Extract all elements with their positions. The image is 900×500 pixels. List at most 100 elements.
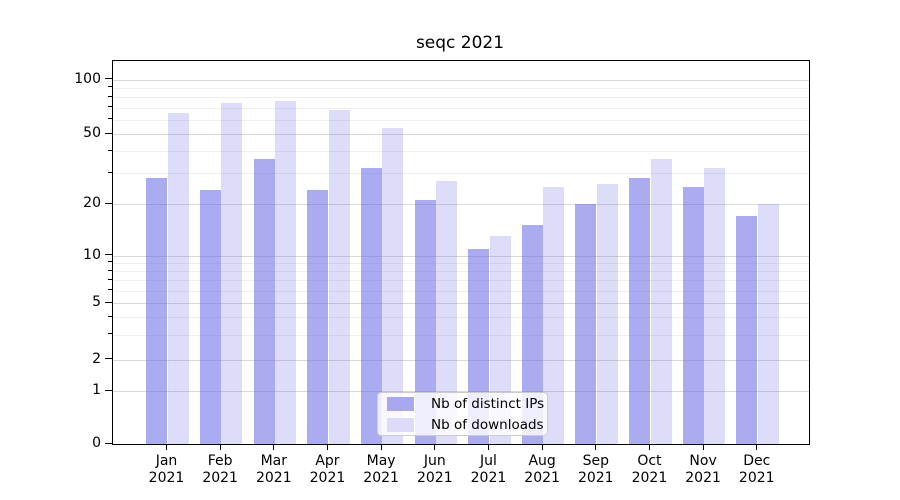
bar-ips-oct [629, 178, 651, 444]
x-tick-label-feb: Feb 2021 [202, 453, 238, 486]
bar-ips-aug [521, 225, 543, 444]
legend: Nb of distinct IPs Nb of downloads [377, 392, 548, 436]
bar-downloads-jun [436, 181, 458, 444]
x-tick-mark-sep [595, 444, 597, 450]
y-tick-label-2: 2 [92, 350, 101, 367]
x-tick-mark-oct [648, 444, 650, 450]
plot-area: Nb of distinct IPs Nb of downloads [112, 60, 810, 445]
y-minor-tick-mark-9 [108, 261, 112, 263]
y-minor-tick-mark-30 [108, 171, 112, 173]
y-tick-label-0: 0 [92, 435, 101, 451]
bar-downloads-nov [704, 168, 726, 444]
bar-ips-sep [575, 204, 597, 444]
y-minor-tick-mark-8 [108, 269, 112, 271]
x-tick-mark-jun [434, 444, 436, 450]
x-tick-label-mar: Mar 2021 [255, 453, 292, 486]
gridline-minor-40 [113, 151, 809, 153]
y-tick-mark-5 [105, 301, 112, 303]
bar-downloads-dec [758, 204, 780, 444]
x-tick-label-oct: Oct 2021 [631, 453, 668, 486]
bar-ips-apr [307, 190, 329, 444]
legend-label-distinct-ips: Nb of distinct IPs [431, 395, 545, 412]
gridline-major-20 [113, 204, 809, 205]
bar-downloads-aug [543, 186, 565, 444]
gridline-major-5 [113, 303, 809, 305]
gridline-minor-6 [113, 290, 809, 292]
gridline-major-10 [113, 255, 809, 257]
x-tick-mark-jan [166, 444, 167, 450]
y-tick-mark-10 [105, 254, 112, 256]
legend-item-distinct-ips: Nb of distinct IPs [386, 396, 544, 412]
y-minor-tick-mark-3 [108, 333, 112, 335]
x-tick-label-jan: Jan 2021 [148, 453, 185, 486]
bar-downloads-apr [328, 109, 350, 444]
x-tick-mark-may [380, 444, 382, 450]
bar-ips-dec [736, 216, 758, 444]
bar-downloads-mar [275, 101, 297, 444]
bar-downloads-jan [167, 113, 189, 444]
legend-label-downloads: Nb of downloads [431, 416, 544, 433]
y-minor-tick-mark-7 [108, 278, 112, 280]
y-tick-label-5: 5 [92, 294, 101, 311]
x-tick-mark-dec [756, 444, 758, 450]
gridline-minor-30 [113, 173, 809, 175]
legend-swatch-distinct-ips [387, 396, 414, 411]
gridline-minor-90 [113, 87, 809, 89]
bar-downloads-sep [597, 183, 619, 444]
gridline-minor-70 [113, 107, 809, 109]
legend-swatch-downloads [387, 417, 414, 432]
y-tick-mark-20 [105, 202, 112, 204]
y-tick-mark-2 [105, 358, 112, 360]
y-minor-tick-mark-6 [108, 289, 112, 291]
y-minor-tick-mark-80 [108, 95, 112, 97]
y-minor-tick-mark-70 [108, 106, 112, 108]
chart-title: seqc 2021 [415, 33, 505, 53]
bar-ips-jan [146, 178, 168, 444]
gridline-minor-8 [113, 271, 809, 273]
legend-item-downloads: Nb of downloads [386, 417, 544, 433]
bar-ips-may [360, 168, 382, 444]
bar-downloads-oct [650, 159, 672, 444]
bar-downloads-feb [221, 103, 243, 444]
y-tick-label-20: 20 [83, 195, 101, 211]
gridline-minor-9 [113, 262, 809, 264]
y-tick-label-1: 1 [92, 382, 101, 399]
gridline-major-100 [113, 79, 809, 81]
bar-ips-feb [199, 190, 221, 444]
x-tick-mark-nov [702, 444, 704, 450]
y-tick-label-100: 100 [74, 70, 101, 87]
x-tick-label-apr: Apr 2021 [309, 453, 346, 486]
y-tick-mark-0 [105, 442, 112, 444]
x-tick-mark-jul [487, 444, 489, 450]
x-tick-label-jun: Jun 2021 [416, 453, 453, 486]
y-tick-label-50: 50 [83, 125, 101, 141]
y-tick-mark-50 [105, 132, 112, 134]
bar-ips-nov [682, 186, 704, 444]
y-minor-tick-mark-40 [108, 149, 112, 151]
y-minor-tick-mark-4 [108, 315, 112, 317]
gridline-major-2 [113, 359, 809, 361]
bar-downloads-may [382, 127, 404, 444]
gridline-minor-80 [113, 97, 809, 99]
x-tick-mark-apr [326, 444, 328, 450]
gridline-minor-3 [113, 334, 809, 336]
x-tick-label-jul: Jul 2021 [470, 453, 507, 486]
x-tick-label-may: May 2021 [363, 453, 399, 486]
gridline-major-50 [113, 134, 809, 135]
y-tick-label-10: 10 [83, 246, 101, 263]
bar-ips-jun [414, 200, 436, 444]
gridline-minor-7 [113, 280, 809, 282]
y-minor-tick-mark-90 [108, 86, 112, 88]
x-tick-mark-mar [273, 444, 275, 450]
gridline-major-1 [113, 391, 809, 393]
y-minor-tick-mark-60 [108, 118, 112, 120]
x-tick-mark-feb [219, 444, 221, 450]
x-tick-label-sep: Sep 2021 [577, 453, 614, 486]
y-tick-mark-1 [105, 389, 112, 391]
gridline-minor-4 [113, 317, 809, 319]
x-tick-mark-aug [541, 444, 543, 450]
x-tick-label-nov: Nov 2021 [685, 453, 721, 486]
bar-ips-mar [253, 159, 275, 444]
x-tick-label-dec: Dec 2021 [738, 453, 775, 486]
